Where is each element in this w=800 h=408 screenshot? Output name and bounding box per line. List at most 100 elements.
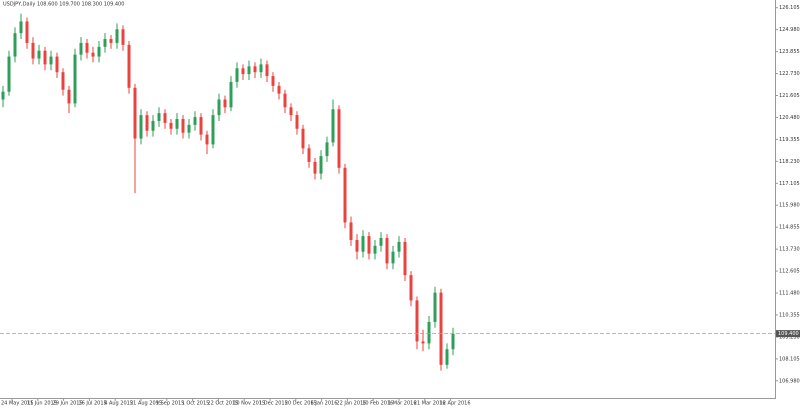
candle-body — [121, 29, 125, 45]
candle-body — [109, 39, 113, 43]
y-tick-label: 110.355 — [779, 312, 800, 318]
y-tick-label: 109.230 — [779, 334, 800, 340]
x-tick-label: 21 Aug 2015 — [130, 401, 162, 407]
candle-body — [97, 46, 101, 57]
candle-body — [349, 222, 353, 240]
candle-body — [361, 236, 365, 252]
candle-body — [403, 241, 407, 276]
candle-body — [301, 128, 305, 149]
x-tick-label: 29 Jun 2015 — [53, 401, 83, 407]
candle-body — [325, 142, 329, 157]
candle-body — [73, 54, 77, 104]
candle-body — [187, 124, 191, 133]
candle-body — [115, 29, 119, 43]
x-tick-label: 22 Jan 2016 — [336, 401, 366, 407]
candle-body — [289, 107, 293, 116]
y-tick-label: 106.980 — [779, 378, 800, 384]
candle-body — [169, 122, 173, 129]
candle-body — [379, 238, 383, 246]
y-tick-label: 126.105 — [779, 5, 800, 11]
candle-body — [391, 251, 395, 264]
candle-body — [337, 109, 341, 168]
candle-body — [205, 134, 209, 145]
candle-body — [67, 89, 71, 104]
x-tick-label: 1 Mar 2016 — [388, 401, 417, 407]
candle-body — [421, 341, 425, 344]
x-tick-label: 11 Jun 2015 — [27, 401, 57, 407]
candle-body — [181, 119, 185, 133]
candle-body — [79, 42, 83, 55]
candle-body — [145, 115, 149, 131]
candle-body — [343, 167, 347, 223]
y-tick-label: 115.980 — [779, 203, 800, 209]
candle-body — [157, 113, 161, 121]
price-label: 109.400 — [778, 331, 799, 337]
x-tick-label: 12 Apr 2016 — [440, 401, 471, 407]
candle-body — [139, 115, 143, 139]
y-tick-label: 111.480 — [779, 291, 800, 297]
x-tick-label: 1 Dec 2015 — [259, 401, 288, 407]
candle-body — [277, 85, 281, 94]
price-label-box — [776, 330, 800, 338]
x-tick-label: 10 Feb 2016 — [362, 401, 393, 407]
x-tick-label: 24 May 2015 — [1, 401, 34, 407]
y-tick-label: 118.230 — [779, 159, 800, 165]
candle-body — [355, 239, 359, 252]
y-tick-label: 117.105 — [779, 181, 800, 187]
candle-body — [193, 117, 197, 125]
candle-body — [271, 76, 275, 86]
candle-body — [367, 236, 371, 254]
candle-body — [217, 99, 221, 116]
candle-body — [163, 113, 167, 123]
candle-body — [265, 64, 269, 77]
y-tick-label: 120.480 — [779, 115, 800, 121]
candle-body — [451, 333, 455, 350]
y-tick-label: 114.855 — [779, 225, 800, 231]
candle-body — [211, 115, 215, 145]
candle-body — [295, 115, 299, 129]
candle-body — [331, 109, 335, 143]
candle-body — [31, 42, 35, 59]
candle-body — [313, 161, 317, 174]
x-tick-label: 9 Sep 2015 — [156, 401, 185, 407]
x-tick-label: 21 Mar 2016 — [414, 401, 446, 407]
chart-title: USDJPY,Daily 108.600 109.700 108.300 109… — [3, 2, 124, 8]
candle-body — [223, 99, 227, 108]
candle-body — [43, 50, 47, 65]
x-tick-label: 22 Oct 2015 — [207, 401, 238, 407]
candle-body — [25, 21, 29, 43]
candle-body — [253, 66, 257, 73]
candle-body — [37, 50, 41, 59]
y-tick-label: 113.730 — [779, 247, 800, 253]
candle-body — [85, 42, 89, 53]
candle-body — [397, 241, 401, 252]
x-tick-label: 10 Nov 2015 — [233, 401, 265, 407]
x-tick-label: 4 Aug 2015 — [104, 401, 133, 407]
candle-body — [19, 21, 23, 34]
y-tick-label: 112.605 — [779, 269, 800, 275]
candle-body — [241, 68, 245, 75]
y-tick-label: 119.355 — [779, 137, 800, 143]
candle-body — [433, 292, 437, 322]
candle-body — [283, 93, 287, 108]
candle-body — [133, 87, 137, 139]
x-tick-label: 1 Oct 2015 — [182, 401, 210, 407]
x-tick-label: 20 Dec 2015 — [285, 401, 317, 407]
candle-body — [373, 245, 377, 254]
candle-body — [259, 64, 263, 73]
candle-body — [7, 56, 11, 92]
candle-body — [415, 300, 419, 342]
y-tick-label: 121.605 — [779, 93, 800, 99]
x-tick-label: 6 Jan 2016 — [311, 401, 338, 407]
candle-body — [1, 91, 5, 100]
x-tick-label: 16 Jul 2015 — [78, 401, 106, 407]
candle-body — [409, 275, 413, 301]
candle-body — [445, 349, 449, 365]
candle-body — [55, 56, 59, 73]
candle-body — [151, 120, 155, 131]
candle-body — [61, 72, 65, 90]
candle-body — [103, 39, 107, 47]
candle-body — [247, 66, 251, 75]
